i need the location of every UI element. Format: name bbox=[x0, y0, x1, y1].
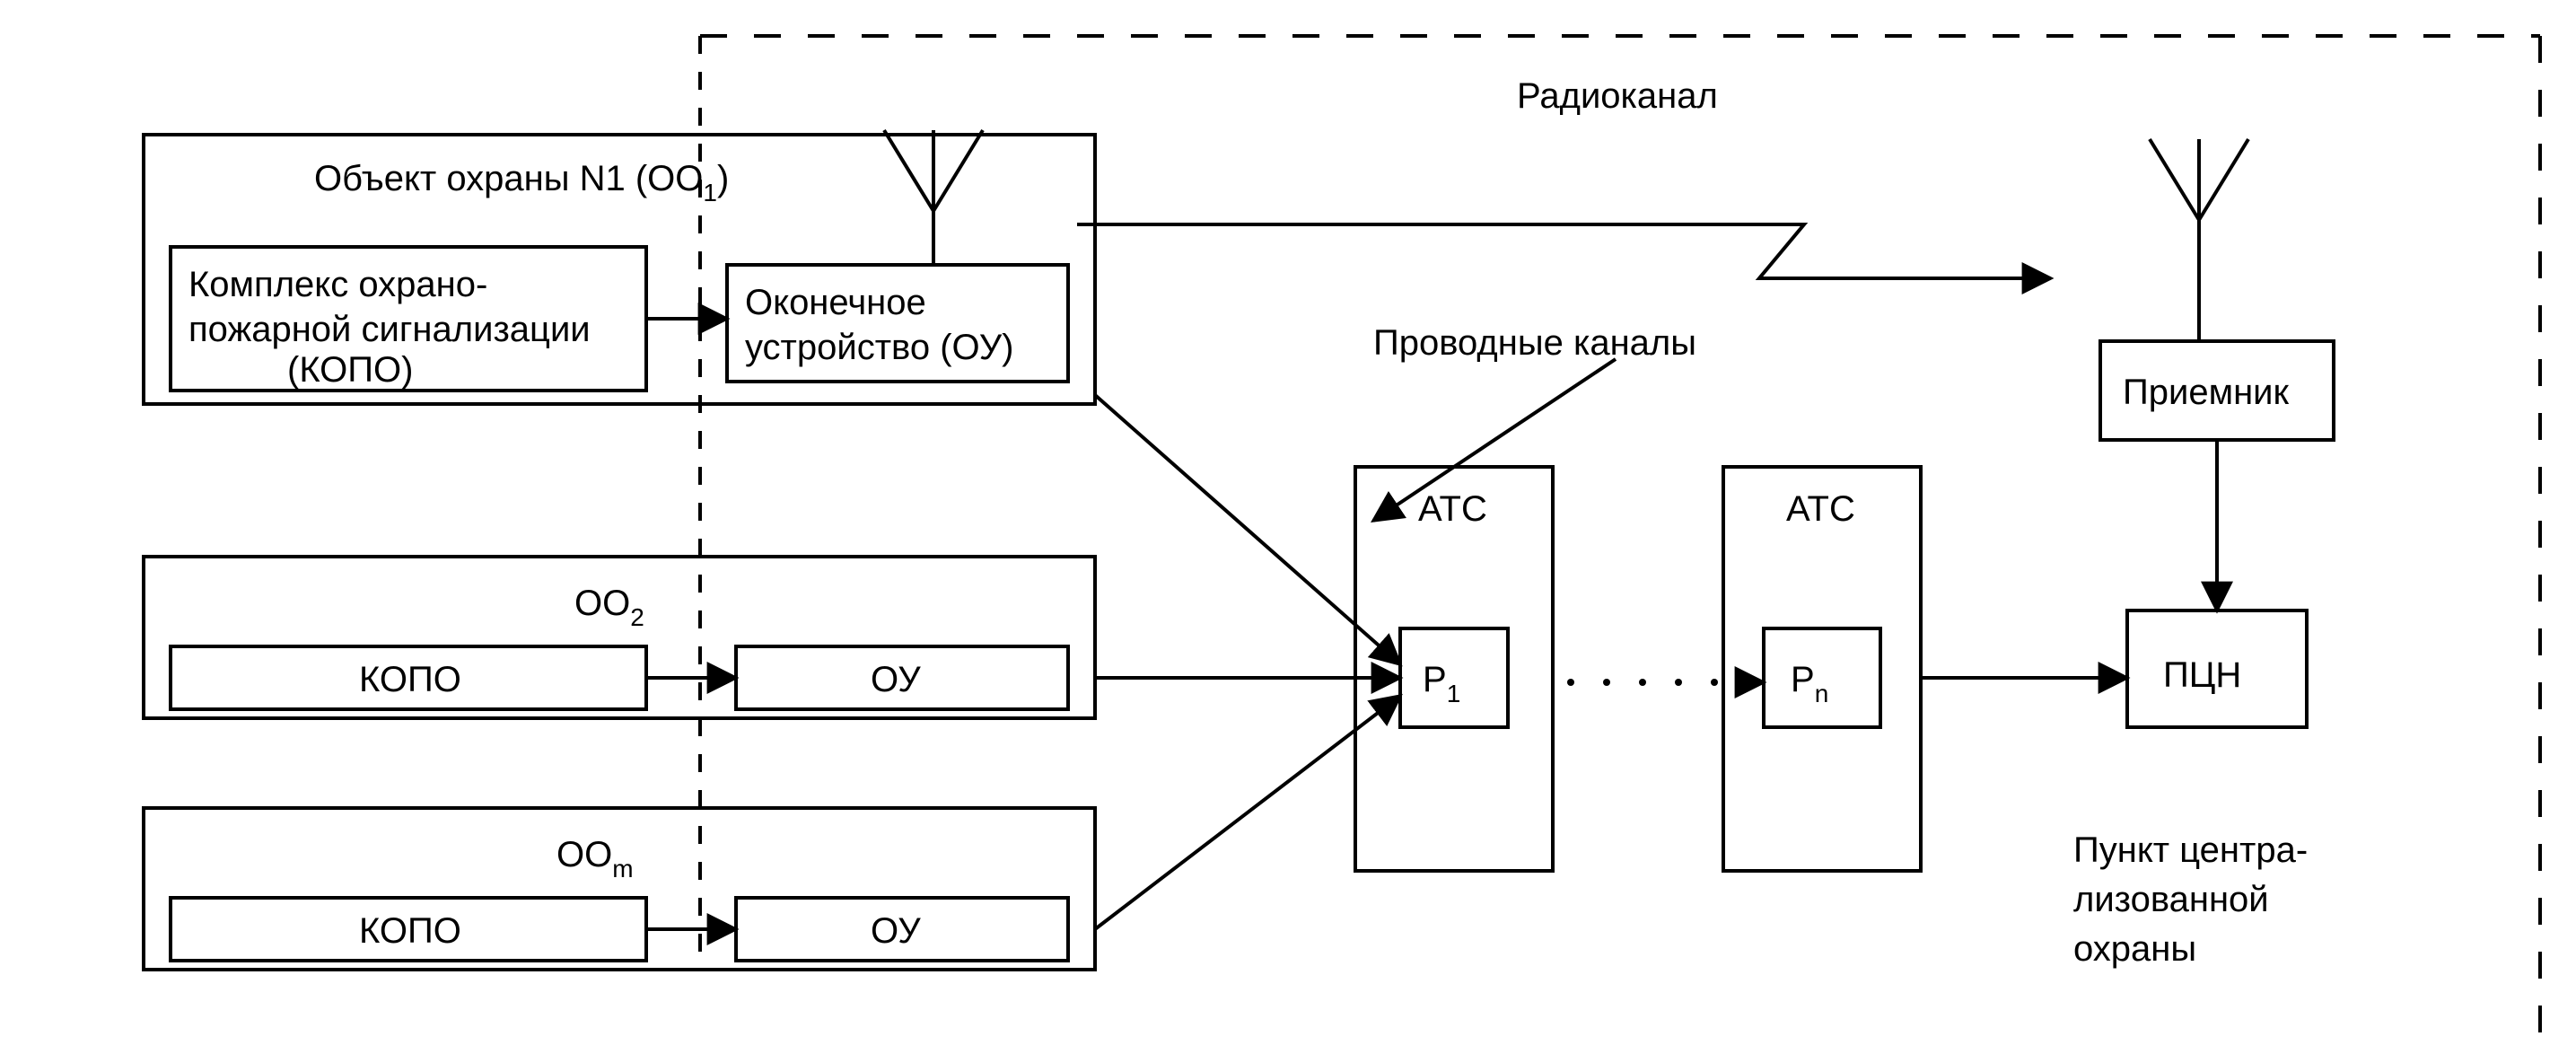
radiochannel-label: Радиоканал bbox=[1517, 76, 1718, 116]
object-2-title: ОО2 bbox=[574, 584, 644, 631]
kopo-full-l1: Комплекс охрано- bbox=[188, 265, 487, 304]
kopo-2-label: КОПО bbox=[359, 660, 461, 699]
object-m-outer bbox=[144, 808, 1095, 970]
pn-box bbox=[1764, 628, 1880, 727]
oy-full-l1: Оконечное bbox=[745, 283, 926, 322]
antenna-tx-icon bbox=[884, 130, 983, 265]
pcn-label: ПЦН bbox=[2163, 655, 2241, 695]
ellipsis-dot bbox=[1567, 679, 1574, 686]
ellipsis-dot bbox=[1711, 679, 1718, 686]
pn-label: Pn bbox=[1791, 660, 1828, 707]
antenna-rx-icon bbox=[2150, 139, 2248, 341]
atc-n-label: АТС bbox=[1786, 489, 1855, 529]
object-1-title: Объект охраны N1 (ОО1) bbox=[314, 159, 729, 206]
center-l2: лизованной bbox=[2073, 880, 2269, 919]
ellipsis-dot bbox=[1603, 679, 1610, 686]
oy-full-l2: устройство (ОУ) bbox=[745, 328, 1013, 367]
ellipsis-dot bbox=[1675, 679, 1682, 686]
object-m-title: ООm bbox=[556, 835, 634, 883]
center-l1: Пункт центра- bbox=[2073, 830, 2308, 870]
ellipsis-dot bbox=[1747, 679, 1754, 686]
wired-label-arrow bbox=[1373, 359, 1616, 521]
receiver-label: Приемник bbox=[2123, 373, 2290, 412]
atc-1-label: АТС bbox=[1418, 489, 1487, 529]
kopo-m-label: КОПО bbox=[359, 911, 461, 951]
oy-2-label: ОУ bbox=[871, 660, 921, 699]
p1-label: P1 bbox=[1423, 660, 1460, 707]
wired-channels-label: Проводные каналы bbox=[1373, 323, 1696, 363]
radio-channel-arrow bbox=[1077, 224, 2051, 278]
kopo-full-l3: (КОПО) bbox=[287, 350, 413, 390]
object-2-outer bbox=[144, 557, 1095, 718]
kopo-full-l2: пожарной сигнализации bbox=[188, 310, 591, 349]
center-l3: охраны bbox=[2073, 929, 2196, 969]
ellipsis-dot bbox=[1639, 679, 1646, 686]
p1-box bbox=[1400, 628, 1508, 727]
oy-m-label: ОУ bbox=[871, 911, 921, 951]
